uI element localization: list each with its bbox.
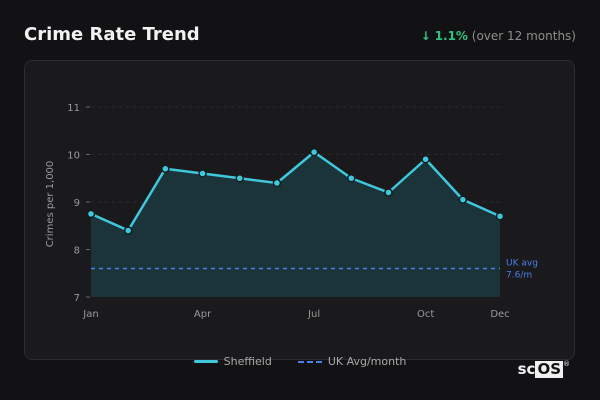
series-area-fill xyxy=(91,152,500,297)
legend-item-reference[interactable]: UK Avg/month xyxy=(297,355,407,368)
x-tick-label: Dec xyxy=(490,309,509,320)
chart-title: Crime Rate Trend xyxy=(24,24,200,45)
data-point-jul[interactable] xyxy=(309,147,319,157)
data-point-oct[interactable] xyxy=(421,155,430,164)
data-point-may[interactable] xyxy=(235,174,244,183)
brand-logo: sc OS ® xyxy=(518,360,570,378)
down-arrow-icon: ↓ xyxy=(420,29,431,43)
y-tick-label: 8 xyxy=(74,246,80,257)
data-point-sep[interactable] xyxy=(384,188,393,197)
x-tick-label: Jan xyxy=(82,309,98,320)
y-tick-label: 9 xyxy=(74,198,80,209)
legend-label-series: Sheffield xyxy=(223,355,272,368)
legend-swatch-dashed xyxy=(297,360,322,363)
x-axis-ticks: Jan Apr Jul Oct Dec xyxy=(82,309,509,320)
data-point-dec[interactable] xyxy=(495,212,505,221)
y-tick-label: 10 xyxy=(67,151,80,162)
data-point-mar[interactable] xyxy=(161,164,170,173)
legend-swatch-solid xyxy=(193,360,218,363)
series-line-sheffield xyxy=(90,150,501,232)
chart-legend: Sheffield UK Avg/month xyxy=(0,355,600,368)
brand-mark: ® xyxy=(563,360,570,368)
x-tick-label: Oct xyxy=(417,309,434,320)
data-point-feb[interactable] xyxy=(123,226,133,235)
data-point-nov[interactable] xyxy=(458,195,468,204)
legend-item-series[interactable]: Sheffield xyxy=(193,355,272,368)
brand-prefix: sc xyxy=(517,360,536,378)
y-tick-label: 11 xyxy=(67,103,80,114)
data-point-jun[interactable] xyxy=(272,178,282,188)
x-tick-label: Apr xyxy=(194,309,212,320)
data-point-aug[interactable] xyxy=(347,174,356,183)
y-axis-ticks: 7 8 9 10 11 xyxy=(67,103,90,304)
reference-annotation-value: 7.6/m xyxy=(506,271,532,281)
x-tick-label: Jul xyxy=(307,309,320,320)
reference-annotation-label: UK avg xyxy=(506,259,538,269)
series-points xyxy=(86,147,505,235)
change-value: 1.1% xyxy=(434,29,468,43)
y-tick-label: 7 xyxy=(74,293,80,304)
y-axis-label: Crimes per 1,000 xyxy=(45,161,56,248)
data-point-apr[interactable] xyxy=(198,169,207,178)
change-note: (over 12 months) xyxy=(471,29,576,43)
trend-change-indicator: ↓ 1.1% (over 12 months) xyxy=(421,29,576,43)
legend-label-reference: UK Avg/month xyxy=(327,355,407,368)
brand-boxed: OS xyxy=(535,360,563,378)
data-point-jan[interactable] xyxy=(86,209,96,219)
